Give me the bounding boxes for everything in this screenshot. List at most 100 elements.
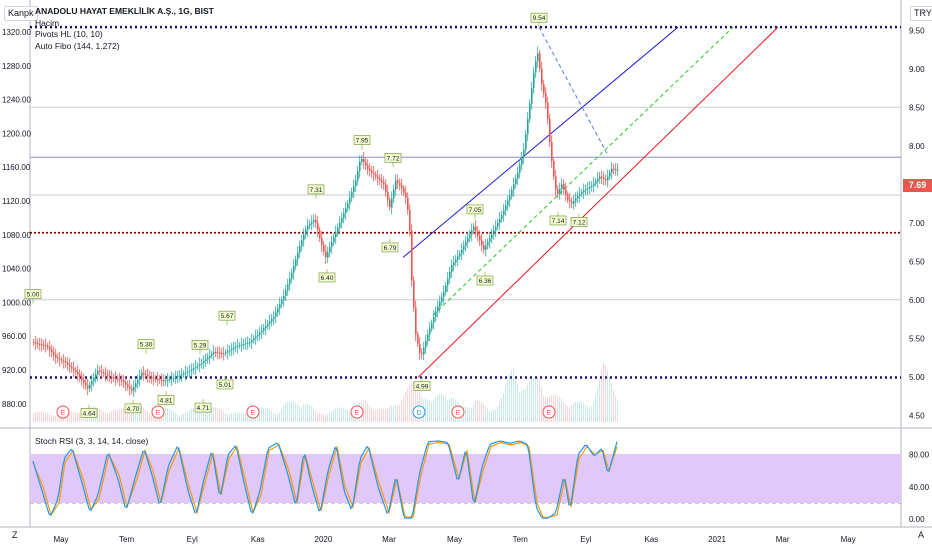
candle-body xyxy=(245,343,247,345)
volume-bar xyxy=(467,407,468,422)
indicator-volume[interactable]: Hacim xyxy=(35,17,60,28)
candle-body xyxy=(93,377,95,382)
indicator-autofibo[interactable]: Auto Fibo (144, 1.272) xyxy=(35,40,120,51)
pivot-labels: 5.00 4.64 4.70 5.30 4.81 5.29 4.71 5.01 5.67 7.31… xyxy=(24,12,588,418)
candle-body xyxy=(477,231,479,236)
candle-body xyxy=(159,379,161,381)
volume-bar xyxy=(563,401,564,422)
volume-bar xyxy=(97,407,98,422)
candle-body xyxy=(295,259,297,267)
volume-bar xyxy=(555,394,556,422)
candle-body xyxy=(459,253,461,257)
volume-bar xyxy=(307,404,308,422)
candle-body xyxy=(575,198,577,201)
volume-bar xyxy=(171,409,172,422)
volume-bar xyxy=(443,394,444,422)
candle-body xyxy=(385,184,387,192)
zoom-button[interactable]: Z xyxy=(12,530,18,540)
candle-body xyxy=(151,377,153,379)
right-axis-label: 9.50 xyxy=(909,26,925,35)
candle-body xyxy=(57,357,59,359)
event-marker-circle xyxy=(246,405,260,419)
volume-bar xyxy=(263,407,264,422)
candle-body xyxy=(205,359,207,362)
candle-body xyxy=(485,245,487,250)
pivot-box xyxy=(318,272,336,283)
right-axis-label: 9.00 xyxy=(909,65,925,74)
volume-bar xyxy=(479,401,480,422)
candle-body xyxy=(115,378,117,380)
candle-body xyxy=(577,195,579,199)
left-axis-label: 1320.00 xyxy=(2,28,31,37)
stoch-k-line xyxy=(32,440,618,519)
volume-bar xyxy=(501,397,502,422)
volume-bar xyxy=(243,413,244,422)
volume-bar xyxy=(373,410,374,422)
candle-body xyxy=(533,72,535,88)
candle-body xyxy=(277,308,279,313)
stoch-label[interactable]: Stoch RSI (3, 3, 14, 14, close) xyxy=(35,436,149,446)
volume-bar xyxy=(149,413,150,422)
candle-body xyxy=(307,225,309,230)
left-axis-label: 1040.00 xyxy=(2,265,31,274)
volume-bar xyxy=(297,404,298,422)
currency-label[interactable]: TRY xyxy=(910,6,932,21)
retrace-line xyxy=(538,26,608,154)
pivot-box xyxy=(307,184,325,195)
volume-bar xyxy=(295,402,296,422)
event-marker-label: E xyxy=(355,410,360,417)
pivot-label: 4.71 xyxy=(197,405,210,412)
right-axis-label: 8.00 xyxy=(909,142,925,151)
candle-body xyxy=(447,278,449,286)
candle-body xyxy=(547,102,549,119)
candle-body xyxy=(605,179,607,181)
candle-body xyxy=(391,198,393,208)
candle-body xyxy=(585,189,587,191)
candle-body xyxy=(145,373,147,376)
pivot-label: 5.67 xyxy=(221,313,234,320)
volume-bar xyxy=(225,413,226,422)
candle-body xyxy=(589,186,591,189)
volume-bar xyxy=(365,401,366,422)
volume-bar xyxy=(267,408,268,422)
volume-bar xyxy=(41,411,42,422)
candle-body xyxy=(481,240,483,246)
event-marker-circle xyxy=(56,405,70,419)
candle-body xyxy=(479,235,481,241)
volume-bar xyxy=(123,408,124,422)
candle-body xyxy=(141,372,143,377)
candle-body xyxy=(463,245,465,250)
volume-bar xyxy=(525,388,526,422)
candle-body xyxy=(249,342,251,344)
candle-body xyxy=(549,118,551,142)
candle-body xyxy=(39,343,41,345)
pivot-box xyxy=(80,408,98,418)
volume-bar xyxy=(181,414,182,422)
candle-body xyxy=(291,272,293,279)
volume-bar xyxy=(317,412,318,422)
volume-bar xyxy=(151,414,152,422)
candle-body xyxy=(49,347,51,350)
volume-bar xyxy=(141,406,142,422)
candle-body xyxy=(491,234,493,239)
auto-scale-button[interactable]: A xyxy=(918,530,925,540)
pivot-box xyxy=(381,242,399,253)
x-tick-label: Tem xyxy=(119,535,134,544)
candle-body xyxy=(321,238,323,246)
symbol-title[interactable]: ANADOLU HAYAT EMEKLİLİK A.Ş., 1G, BIST xyxy=(35,6,214,16)
candle-body xyxy=(511,190,513,196)
volume-bar xyxy=(601,370,602,422)
volume-bar xyxy=(247,413,248,422)
volume-bar xyxy=(215,407,216,422)
candle-body xyxy=(393,189,395,199)
volume-bar xyxy=(59,416,60,422)
scale-button[interactable]: Kanpk xyxy=(4,6,38,21)
volume-bar xyxy=(399,404,400,422)
candle-body xyxy=(187,371,189,373)
candle-body xyxy=(283,295,285,301)
volume-bar xyxy=(387,408,388,422)
candle-body xyxy=(215,352,217,354)
indicator-pivots[interactable]: Pivots HL (10, 10) xyxy=(35,29,103,39)
volume-bar xyxy=(303,404,304,422)
